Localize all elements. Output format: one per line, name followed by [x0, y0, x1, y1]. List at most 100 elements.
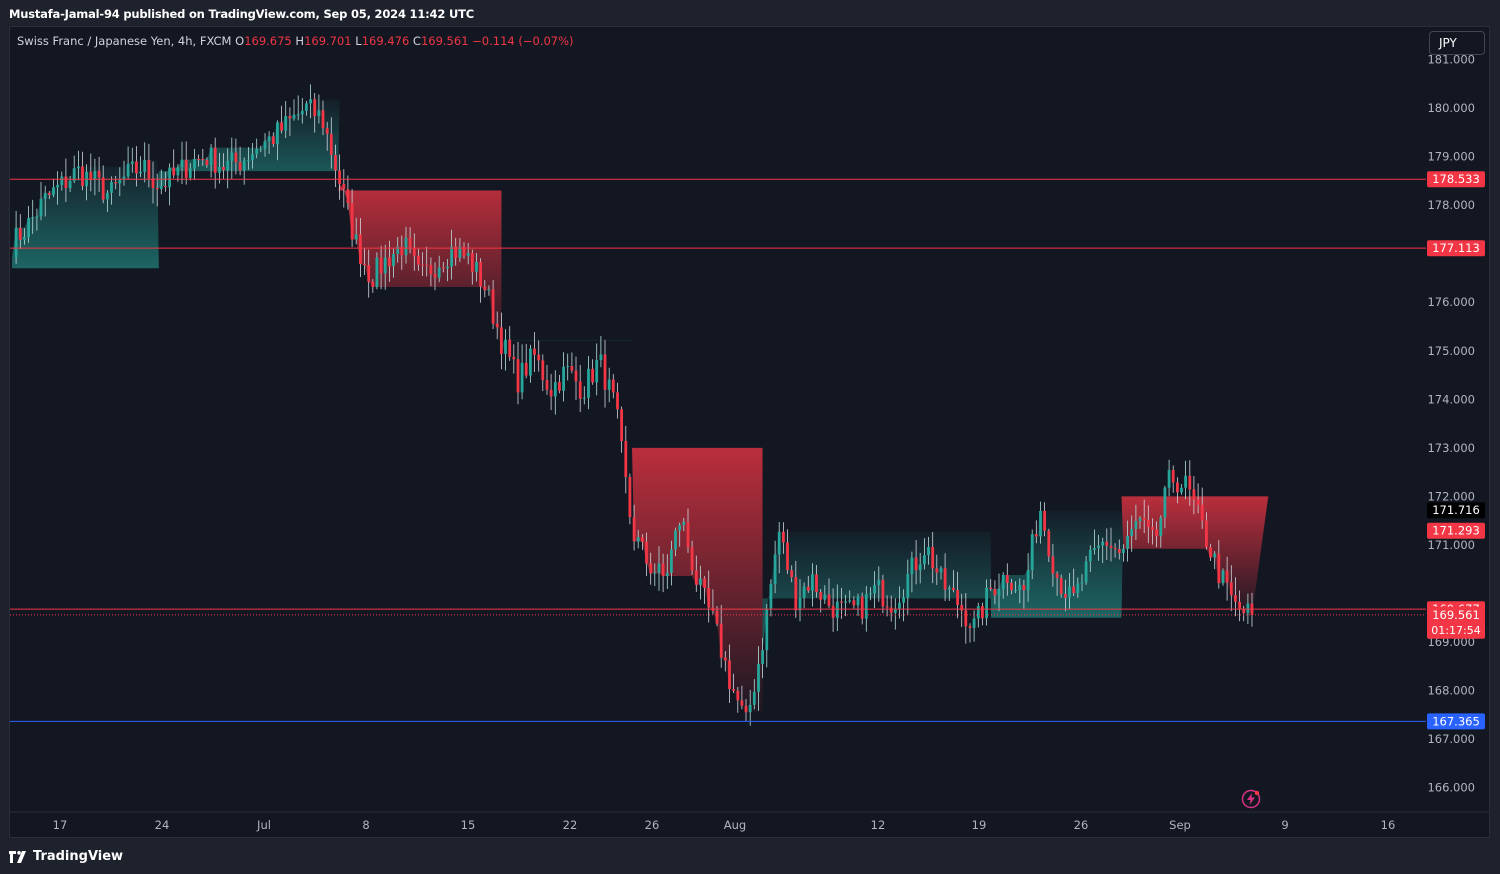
tradingview-brand[interactable]: TradingView	[9, 849, 123, 864]
lightning-icon[interactable]	[1241, 789, 1261, 809]
candle	[197, 154, 200, 167]
open-value: 169.675	[244, 34, 292, 48]
candle-body	[504, 339, 507, 354]
price-axis: 181.000 180.000 179.000 178.000 176.000 175.0…	[1427, 52, 1475, 794]
candle	[267, 131, 271, 154]
candle	[852, 596, 856, 609]
candle	[512, 344, 516, 374]
candle-body	[694, 570, 698, 585]
candle	[840, 588, 843, 619]
candle-body	[1151, 527, 1154, 530]
candle	[251, 143, 254, 169]
candle	[690, 540, 694, 575]
candle	[363, 248, 366, 275]
currency-button[interactable]: JPY	[1429, 31, 1485, 55]
candle	[508, 326, 512, 361]
price-tick-label: 174.000	[1427, 392, 1475, 406]
candle	[794, 560, 798, 618]
price-tick-label: 178.000	[1427, 198, 1475, 212]
candle	[354, 217, 358, 245]
candle	[893, 598, 897, 630]
time-tick-label: 16	[1381, 818, 1396, 832]
candle	[910, 551, 914, 593]
candle	[218, 152, 221, 184]
candle-body	[964, 610, 968, 627]
candle-body	[923, 555, 926, 565]
candle-body	[1234, 595, 1237, 602]
candle	[437, 255, 441, 283]
candle	[960, 593, 964, 627]
candle	[1134, 504, 1138, 540]
candle	[1059, 574, 1063, 598]
candle-body	[578, 381, 582, 399]
candle	[1196, 483, 1200, 514]
candle	[694, 555, 698, 592]
candle	[616, 382, 619, 419]
candle-body	[188, 168, 192, 178]
low-label: L	[355, 34, 362, 48]
candle	[159, 169, 163, 195]
candle	[247, 147, 250, 170]
candle-body	[1246, 603, 1250, 614]
candle	[968, 623, 972, 643]
candle-body	[1126, 536, 1129, 549]
candle-body	[641, 537, 644, 542]
candle-body	[379, 257, 383, 274]
candle-body	[902, 597, 905, 603]
candle	[500, 312, 503, 370]
candle-body	[740, 700, 744, 706]
candle-body	[1188, 475, 1192, 490]
candle-body	[582, 397, 586, 399]
candle-body	[400, 246, 404, 256]
price-chart[interactable]: 181.000 180.000 179.000 178.000 176.000 175.0…	[10, 27, 1489, 837]
candle-body	[35, 216, 39, 218]
candle-body	[205, 160, 209, 165]
candle-body	[723, 657, 727, 661]
candle-body	[271, 136, 275, 144]
candle	[1180, 484, 1183, 495]
candle	[475, 253, 478, 282]
candle	[392, 248, 395, 278]
candle-body	[985, 587, 988, 619]
price-line-label: 177.113	[1427, 240, 1485, 257]
candle-body	[873, 585, 876, 594]
candle	[1026, 553, 1030, 602]
candle	[276, 120, 279, 161]
candle-body	[475, 261, 478, 272]
candle-body	[450, 246, 453, 267]
candle	[77, 150, 80, 181]
candle-body	[1113, 547, 1117, 550]
candle	[1205, 512, 1208, 550]
candle-body	[636, 537, 640, 542]
candle	[889, 595, 893, 622]
candle-body	[591, 368, 594, 383]
candle-body	[180, 159, 184, 168]
candle	[143, 142, 147, 183]
candle-body	[645, 541, 648, 564]
candle-body	[1072, 586, 1076, 593]
price-tick-label: 180.000	[1427, 101, 1475, 115]
ohlc-legend: Swiss Franc / Japanese Yen, 4h, FXCM O16…	[17, 34, 574, 48]
candle	[89, 153, 93, 192]
candle	[806, 576, 810, 593]
candle	[1167, 459, 1171, 497]
candle-body	[1030, 534, 1034, 570]
candle	[375, 252, 379, 290]
candle-body	[678, 525, 682, 531]
trend-band	[990, 510, 1124, 618]
candle-body	[1080, 582, 1084, 584]
candle-body	[947, 587, 951, 590]
candle	[479, 258, 482, 303]
candle	[582, 386, 586, 405]
candle-body	[624, 441, 628, 477]
candle-body	[769, 584, 773, 609]
candle	[222, 153, 225, 179]
candle-body	[1109, 545, 1113, 548]
candle	[1151, 518, 1154, 545]
candle	[60, 171, 64, 191]
candle-body	[354, 234, 358, 240]
candle	[844, 594, 847, 617]
candle	[1109, 527, 1113, 562]
candle	[599, 336, 603, 368]
candle-body	[545, 380, 549, 390]
